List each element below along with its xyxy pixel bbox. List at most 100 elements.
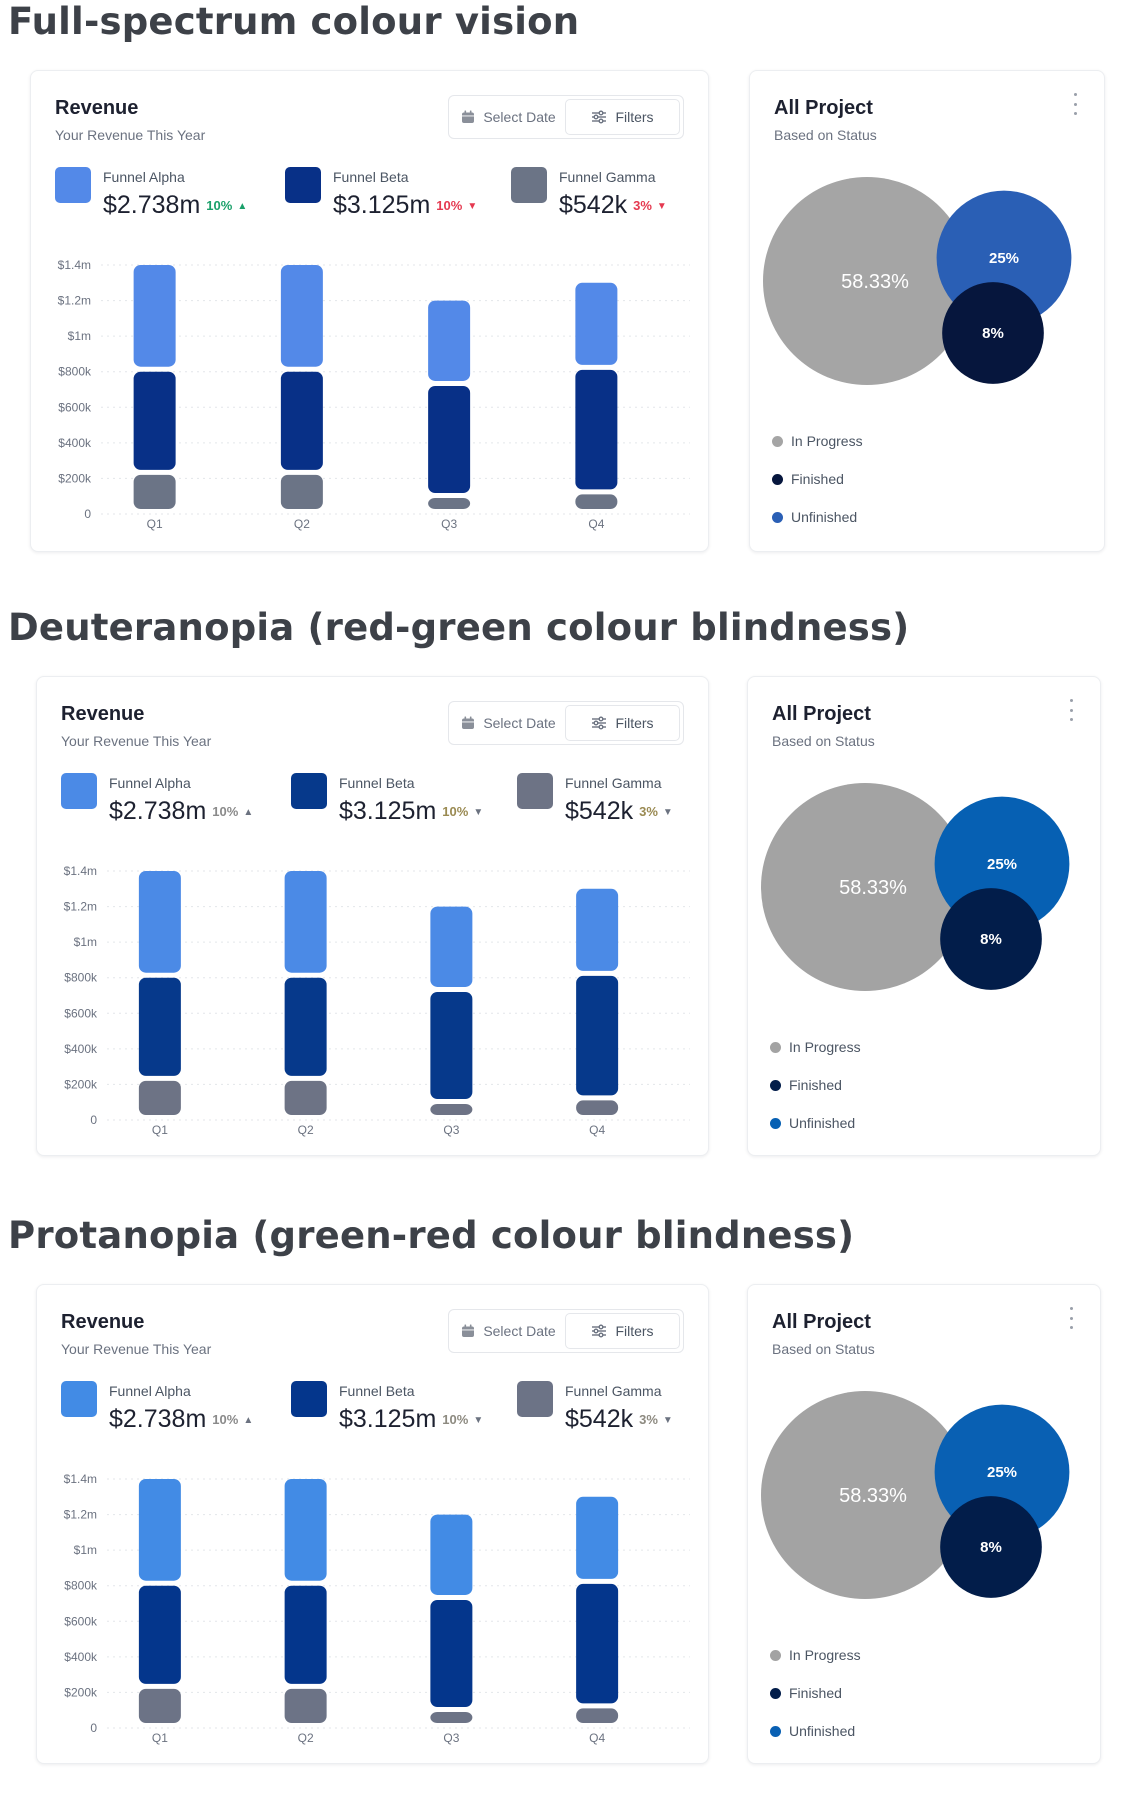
bubble-in-progress: [761, 783, 969, 991]
project-bubble-chart: 58.33% 25% 8%: [761, 1391, 1070, 1599]
status-legend-item: In Progress: [770, 1039, 861, 1055]
x-tick-label: Q3: [441, 517, 457, 531]
status-dot: [770, 1118, 781, 1129]
bar-segment-gamma: [575, 494, 618, 509]
status-dot: [770, 1042, 781, 1053]
legend-value-row: $3.125m 10% ▼: [333, 191, 477, 220]
filters-button[interactable]: Filters: [565, 1313, 680, 1349]
filters-button[interactable]: Filters: [565, 705, 680, 741]
kebab-menu-icon[interactable]: [1066, 699, 1076, 721]
select-date-button[interactable]: Select Date: [452, 1313, 565, 1349]
y-tick-label: 0: [90, 1113, 97, 1127]
bar-segment-beta: [138, 977, 181, 1076]
legend-name: Funnel Alpha: [109, 775, 191, 791]
status-label: In Progress: [791, 433, 863, 449]
legend-change: 10%: [212, 804, 239, 819]
project-subtitle: Based on Status: [774, 127, 877, 143]
legend-value-row: $542k 3% ▼: [565, 1405, 673, 1434]
legend-value-row: $542k 3% ▼: [559, 191, 667, 220]
legend-swatch: [517, 1381, 553, 1417]
x-tick-label: Q3: [443, 1123, 459, 1137]
arrow-up-icon: ▲: [237, 201, 248, 212]
bar-segment-beta: [575, 369, 618, 490]
bubble-finished: [942, 282, 1044, 384]
bar-segment-alpha: [284, 1479, 327, 1581]
legend-value: $542k: [565, 1405, 634, 1433]
filters-label: Filters: [615, 109, 654, 125]
filters-label: Filters: [615, 1323, 654, 1339]
y-tick-label: $1.4m: [64, 1472, 97, 1486]
status-legend-item: Finished: [772, 471, 844, 487]
bar-segment-gamma: [284, 1688, 327, 1723]
status-dot: [772, 512, 783, 523]
date-filter-group: Select Date Filters: [448, 95, 684, 139]
status-legend-item: Unfinished: [770, 1115, 855, 1131]
status-label: Unfinished: [791, 509, 858, 525]
x-tick-label: Q4: [589, 1731, 605, 1745]
legend-value: $542k: [559, 191, 628, 219]
y-tick-label: $1m: [74, 1543, 97, 1557]
revenue-subtitle: Your Revenue This Year: [55, 127, 206, 143]
legend-name: Funnel Beta: [333, 169, 409, 185]
y-tick-label: 0: [90, 1721, 97, 1735]
filters-button[interactable]: Filters: [565, 99, 680, 135]
status-legend-item: In Progress: [772, 433, 863, 449]
bar-segment-beta: [428, 385, 471, 493]
bar-segment-beta: [576, 975, 619, 1096]
project-subtitle: Based on Status: [772, 1341, 875, 1357]
arrow-down-icon: ▼: [662, 807, 673, 818]
bar-segment-alpha: [138, 1479, 181, 1581]
bubble-label: 8%: [980, 1539, 1002, 1556]
status-dot: [770, 1080, 781, 1091]
x-tick-label: Q3: [443, 1731, 459, 1745]
legend-name: Funnel Gamma: [565, 775, 662, 791]
bubble-label: 8%: [982, 325, 1004, 342]
x-tick-label: Q2: [298, 1123, 314, 1137]
bubble-label: 8%: [980, 931, 1002, 948]
x-tick-label: Q1: [152, 1123, 168, 1137]
bar-segment-alpha: [284, 871, 327, 973]
arrow-down-icon: ▼: [467, 201, 478, 212]
bar-segment-alpha: [428, 300, 471, 381]
bubble-in-progress: [761, 1391, 969, 1599]
y-tick-label: $200k: [64, 1077, 98, 1091]
date-filter-group: Select Date Filters: [448, 701, 684, 745]
legend-name: Funnel Alpha: [109, 1383, 191, 1399]
status-dot: [772, 474, 783, 485]
y-tick-label: $1m: [68, 329, 91, 343]
status-label: Unfinished: [789, 1723, 856, 1739]
project-card: All Project Based on Status 58.33% 25% 8% In …: [749, 70, 1105, 552]
y-tick-label: $1.2m: [58, 294, 91, 308]
project-title: All Project: [772, 703, 871, 725]
bar-segment-alpha: [430, 1514, 473, 1595]
legend-change: 10%: [442, 804, 469, 819]
bar-segment-beta: [133, 371, 176, 470]
arrow-down-icon: ▼: [662, 1415, 673, 1426]
date-filter-group: Select Date Filters: [448, 1309, 684, 1353]
bar-segment-alpha: [430, 906, 473, 987]
select-date-button[interactable]: Select Date: [452, 705, 565, 741]
y-tick-label: $200k: [58, 471, 92, 485]
select-date-label: Select Date: [483, 715, 556, 731]
legend-swatch: [291, 1381, 327, 1417]
bar-segment-beta: [284, 1585, 327, 1684]
arrow-up-icon: ▲: [243, 807, 254, 818]
legend-value: $2.738m: [109, 797, 207, 825]
legend-value-row: $2.738m 10% ▲: [109, 797, 253, 826]
bar-segment-alpha: [576, 888, 619, 971]
sliders-icon: [592, 716, 607, 730]
status-legend-item: In Progress: [770, 1647, 861, 1663]
bar-segment-beta: [284, 977, 327, 1076]
status-label: Unfinished: [789, 1115, 856, 1131]
kebab-menu-icon[interactable]: [1070, 93, 1080, 115]
bar-segment-alpha: [575, 282, 618, 365]
y-tick-label: $600k: [58, 400, 92, 414]
legend-change: 10%: [212, 1412, 239, 1427]
revenue-chart: 0 $200k $400k $600k $800k $1m $1.2m $1.4m Q1 Q2 Q3…: [64, 1472, 690, 1745]
kebab-menu-icon[interactable]: [1066, 1307, 1076, 1329]
x-tick-label: Q4: [589, 1123, 605, 1137]
bar-segment-gamma: [284, 1080, 327, 1115]
select-date-button[interactable]: Select Date: [452, 99, 565, 135]
y-tick-label: $800k: [58, 365, 92, 379]
bar-segment-beta: [430, 991, 473, 1099]
